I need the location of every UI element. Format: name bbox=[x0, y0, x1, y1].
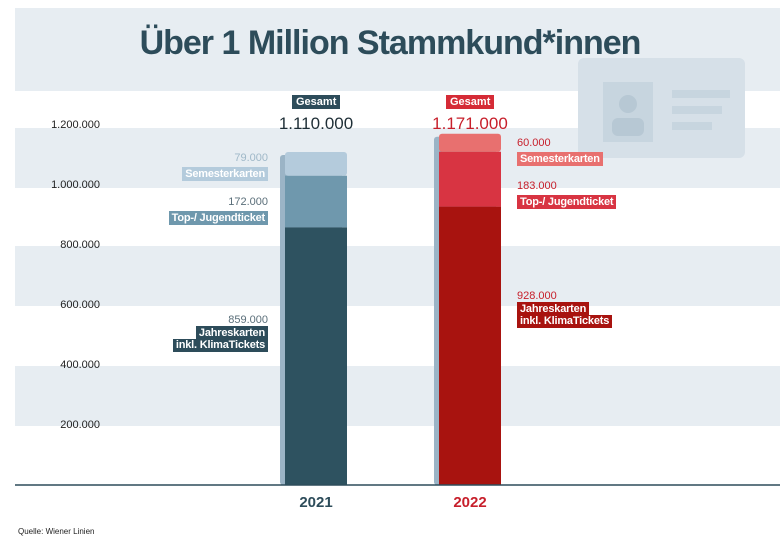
total-tag: Gesamt bbox=[292, 95, 341, 109]
bar-segment bbox=[285, 227, 347, 486]
segment-label: 60.000 Semesterkarten bbox=[517, 137, 603, 167]
segment-name: Semesterkarten bbox=[517, 152, 603, 167]
segment-name: Top-/ Jugendticket bbox=[168, 211, 268, 226]
segment-name-line2: inkl. KlimaTickets bbox=[517, 315, 613, 329]
total-tag: Gesamt bbox=[446, 95, 495, 109]
id-card-line bbox=[672, 106, 722, 114]
y-tick-label: 400.000 bbox=[60, 359, 100, 371]
x-category-label: 2021 bbox=[299, 494, 333, 511]
segment-name: Top-/ Jugendticket bbox=[517, 195, 617, 210]
segment-value: 172.000 bbox=[228, 196, 268, 208]
chart-title: Über 1 Million Stammkund*innen bbox=[139, 24, 642, 62]
total-value: 1.171.000 bbox=[432, 114, 508, 133]
segment-value: 859.000 bbox=[228, 314, 268, 326]
total-value: 1.110.000 bbox=[278, 114, 354, 133]
segment-name-line2: inkl. KlimaTickets bbox=[172, 339, 268, 353]
y-tick-label: 1.200.000 bbox=[51, 119, 100, 131]
segment-value: 183.000 bbox=[517, 180, 557, 192]
segment-label: 172.000 Top-/ Jugendticket bbox=[168, 196, 268, 226]
segment-value: 79.000 bbox=[234, 152, 268, 164]
id-card-shoulders bbox=[612, 118, 644, 136]
id-card-head bbox=[619, 95, 637, 113]
segment-label: 859.000 Jahreskarten inkl. KlimaTickets bbox=[172, 314, 268, 353]
segment-label: 183.000 Top-/ Jugendticket bbox=[517, 180, 617, 210]
bar-segment bbox=[439, 151, 501, 207]
bar-segment bbox=[439, 206, 501, 485]
segment-label: 928.000 Jahreskarten inkl. KlimaTickets bbox=[517, 290, 613, 329]
segment-name: Semesterkarten bbox=[182, 167, 268, 182]
segment-value: 60.000 bbox=[517, 137, 551, 149]
y-tick-label: 1.000.000 bbox=[51, 179, 100, 191]
bar-segment bbox=[439, 133, 501, 152]
segment-name: Jahreskarten bbox=[195, 326, 268, 340]
y-tick-label: 800.000 bbox=[60, 239, 100, 251]
y-tick-label: 200.000 bbox=[60, 419, 100, 431]
id-card-icon bbox=[578, 58, 745, 158]
id-card-line bbox=[672, 122, 712, 130]
grid-band bbox=[15, 366, 780, 426]
segment-name: Jahreskarten bbox=[517, 302, 590, 316]
segment-label: 79.000 Semesterkarten bbox=[182, 152, 268, 182]
source-note: Quelle: Wiener Linien bbox=[18, 527, 95, 536]
y-tick-label: 600.000 bbox=[60, 299, 100, 311]
id-card-line bbox=[672, 90, 730, 98]
grid-band bbox=[15, 246, 780, 306]
segment-value: 928.000 bbox=[517, 290, 557, 302]
bar-segment bbox=[285, 152, 347, 176]
x-category-label: 2022 bbox=[453, 494, 487, 511]
bar-segment bbox=[285, 175, 347, 228]
bars bbox=[280, 133, 501, 486]
